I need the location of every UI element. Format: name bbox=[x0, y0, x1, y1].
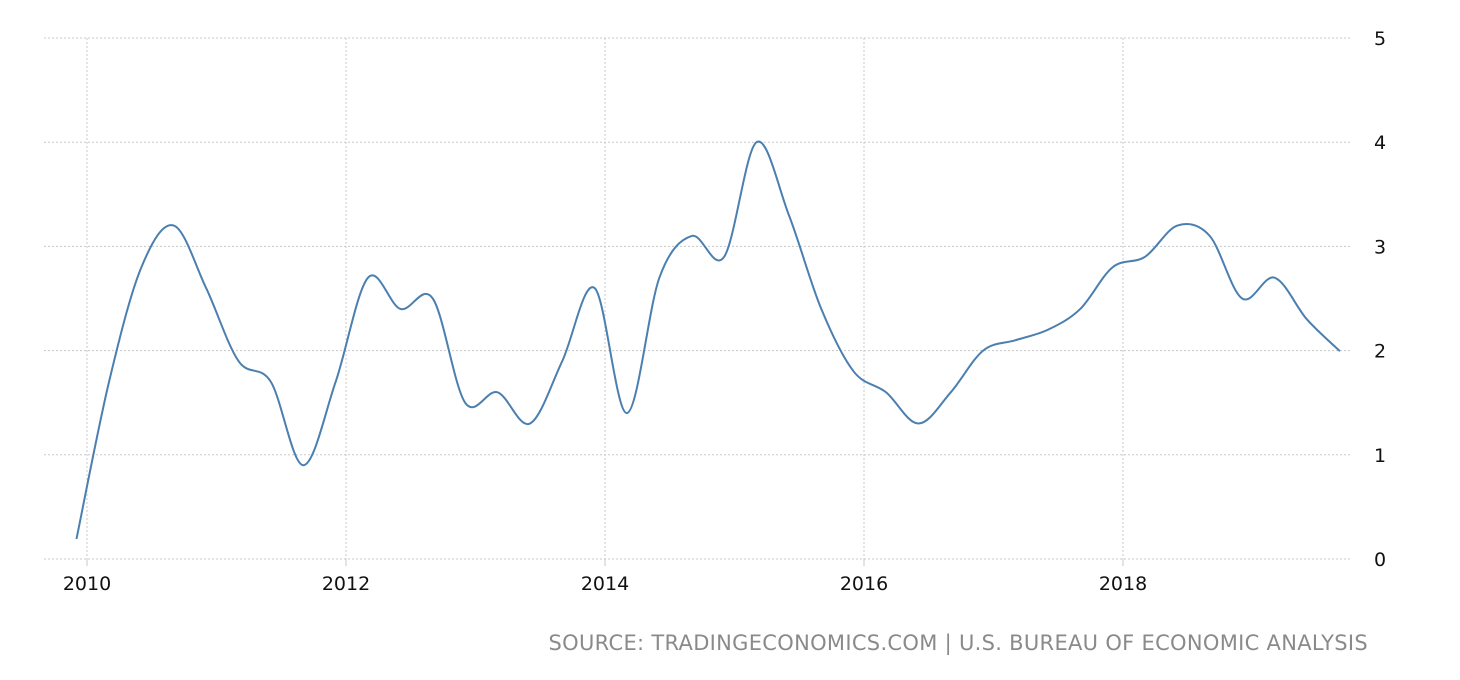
data-point bbox=[884, 390, 888, 394]
data-point bbox=[1014, 338, 1018, 342]
data-point bbox=[593, 286, 597, 290]
x-tick-label: 2012 bbox=[322, 573, 370, 595]
data-point bbox=[139, 265, 143, 269]
data-point bbox=[657, 276, 661, 280]
data-point bbox=[1078, 307, 1082, 311]
y-tick-label: 0 bbox=[1374, 549, 1386, 571]
y-tick-label: 2 bbox=[1374, 341, 1386, 363]
chart-ticks: 0 1 2 3 4 5 2010 2012 2014 2016 2018 bbox=[63, 28, 1386, 595]
data-point bbox=[1208, 234, 1212, 238]
data-point bbox=[690, 234, 694, 238]
y-tick-label: 4 bbox=[1374, 132, 1386, 154]
data-point bbox=[560, 359, 564, 363]
data-point bbox=[334, 380, 338, 384]
data-point bbox=[398, 307, 402, 311]
x-tick-label: 2018 bbox=[1099, 573, 1147, 595]
y-tick-label: 3 bbox=[1374, 236, 1386, 258]
data-point bbox=[1111, 265, 1115, 269]
data-point bbox=[528, 422, 532, 426]
data-point bbox=[1337, 349, 1341, 353]
y-tick-label: 1 bbox=[1374, 445, 1386, 467]
data-point bbox=[1143, 255, 1147, 259]
data-point bbox=[625, 411, 629, 415]
y-tick-label: 5 bbox=[1374, 28, 1386, 50]
data-point bbox=[981, 349, 985, 353]
data-point bbox=[819, 307, 823, 311]
x-tick-label: 2010 bbox=[63, 573, 111, 595]
data-point bbox=[269, 380, 273, 384]
data-point bbox=[366, 276, 370, 280]
chart-grid bbox=[44, 37, 1352, 560]
data-point bbox=[204, 286, 208, 290]
data-point bbox=[107, 380, 111, 384]
data-point bbox=[172, 224, 176, 228]
data-point bbox=[949, 390, 953, 394]
data-point bbox=[1046, 328, 1050, 332]
x-tick-label: 2016 bbox=[840, 573, 888, 595]
data-point bbox=[1240, 297, 1244, 301]
data-point bbox=[916, 422, 920, 426]
data-point bbox=[1273, 276, 1277, 280]
chart-series bbox=[75, 140, 1341, 540]
data-point bbox=[755, 140, 759, 144]
data-point bbox=[1175, 224, 1179, 228]
source-attribution: SOURCE: TRADINGECONOMICS.COM | U.S. BURE… bbox=[549, 631, 1369, 656]
series-line bbox=[75, 140, 1341, 540]
data-point bbox=[463, 401, 467, 405]
data-point bbox=[237, 359, 241, 363]
x-tick-label: 2014 bbox=[581, 573, 629, 595]
data-point bbox=[852, 369, 856, 373]
data-point bbox=[1305, 317, 1309, 321]
data-point bbox=[301, 463, 305, 467]
data-point bbox=[722, 255, 726, 259]
data-point bbox=[496, 390, 500, 394]
data-point bbox=[431, 297, 435, 301]
data-point bbox=[75, 536, 79, 540]
data-point bbox=[787, 213, 791, 217]
